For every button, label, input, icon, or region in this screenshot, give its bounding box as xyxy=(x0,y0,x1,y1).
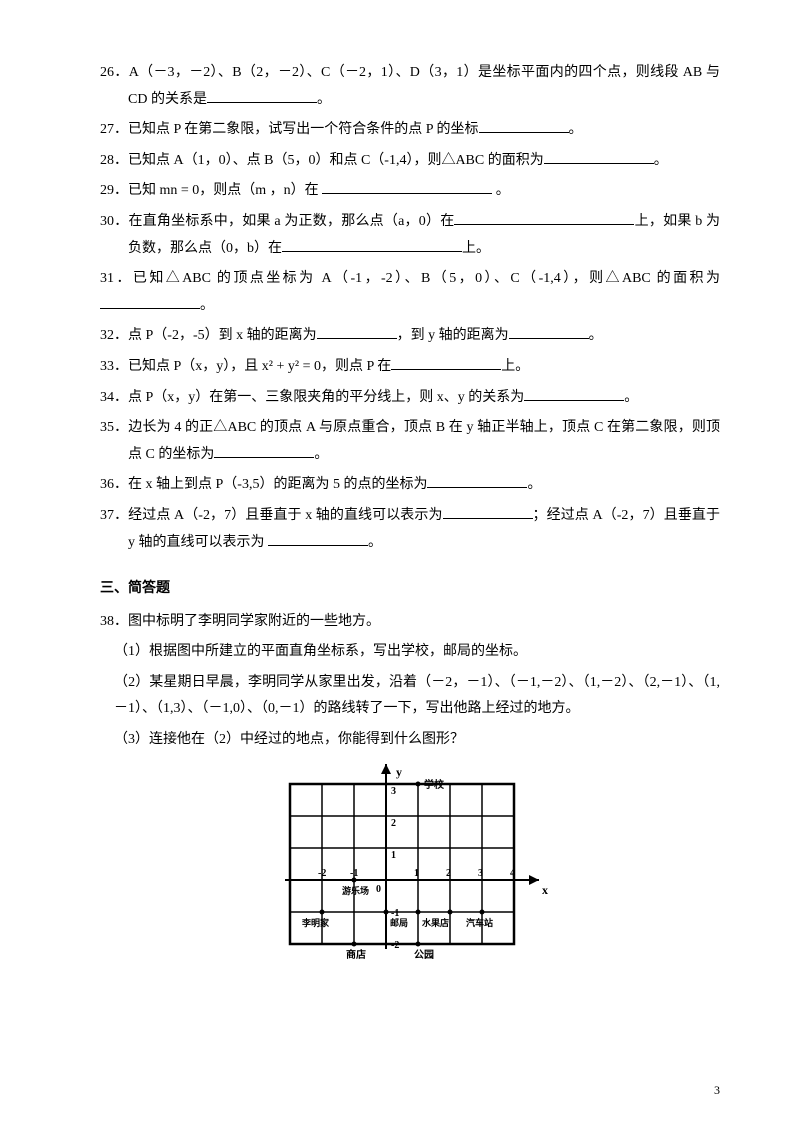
q38-3: （3）连接他在（2）中经过的地点，你能得到什么图形？ xyxy=(100,727,720,754)
svg-text:-2: -2 xyxy=(391,940,399,951)
section-title: 三、简答题 xyxy=(100,576,720,603)
q31: 31．已知△ABC 的顶点坐标为 A（-1，-2）、B（5，0）、C（-1,4）… xyxy=(100,266,720,319)
q38-1: （1）根据图中所建立的平面直角坐标系，写出学校，邮局的坐标。 xyxy=(100,639,720,666)
q29-text: 29．已知 mn = 0，则点（m ，n）在 xyxy=(100,183,322,198)
q30: 30．在直角坐标系中，如果 a 为正数，那么点（a，0）在上，如果 b 为 负数… xyxy=(100,209,720,262)
q34: 34．点 P（x，y）在第一、三象限夹角的平分线上，则 x、y 的关系为。 xyxy=(100,385,720,412)
svg-text:x: x xyxy=(542,883,548,897)
q36-text: 36．在 x 轴上到点 P（-3,5）的距离为 5 的点的坐标为 xyxy=(100,477,427,492)
q32a-text: 32．点 P（-2，-5）到 x 轴的距离为 xyxy=(100,328,317,343)
q34-text: 34．点 P（x，y）在第一、三象限夹角的平分线上，则 x、y 的关系为 xyxy=(100,390,524,405)
q29: 29．已知 mn = 0，则点（m ，n）在 。 xyxy=(100,178,720,205)
svg-text:1: 1 xyxy=(414,868,419,879)
svg-text:1: 1 xyxy=(391,850,396,861)
coordinate-grid: yx-2-11234123-1-20学校游乐场李明家商店邮局水果店汽车站公园 xyxy=(100,764,720,1005)
q27-text: 27．已知点 P 在第二象限，试写出一个符合条件的点 P 的坐标 xyxy=(100,122,479,137)
svg-text:邮局: 邮局 xyxy=(390,917,408,928)
svg-text:0: 0 xyxy=(376,884,381,895)
q27: 27．已知点 P 在第二象限，试写出一个符合条件的点 P 的坐标。 xyxy=(100,117,720,144)
q26: 26．A（－3，－2）、B（2，－2）、C（－2，1）、D（3，1）是坐标平面内… xyxy=(100,60,720,113)
q28: 28．已知点 A（1，0）、点 B（5，0）和点 C（-1,4），则△ABC 的… xyxy=(100,148,720,175)
svg-text:商店: 商店 xyxy=(346,948,366,961)
svg-text:2: 2 xyxy=(446,868,451,879)
page-number: 3 xyxy=(714,1079,720,1102)
svg-text:-1: -1 xyxy=(350,868,358,879)
q35: 35．边长为 4 的正△ABC 的顶点 A 与原点重合，顶点 B 在 y 轴正半… xyxy=(100,415,720,468)
svg-text:李明家: 李明家 xyxy=(301,917,330,928)
q36: 36．在 x 轴上到点 P（-3,5）的距离为 5 的点的坐标为。 xyxy=(100,472,720,499)
svg-text:汽车站: 汽车站 xyxy=(466,917,493,928)
q37a-text: 37．经过点 A（-2，7）且垂直于 x 轴的直线可以表示为 xyxy=(100,508,443,523)
svg-text:y: y xyxy=(396,765,402,779)
svg-text:3: 3 xyxy=(391,786,396,797)
q26-text: 26．A（－3，－2）、B（2，－2）、C（－2，1）、D（3，1）是坐标平面内… xyxy=(100,65,720,107)
q37: 37．经过点 A（-2，7）且垂直于 x 轴的直线可以表示为；经过点 A（-2，… xyxy=(100,503,720,556)
svg-text:4: 4 xyxy=(510,868,515,879)
q33-text: 33．已知点 P（x，y），且 x² + y² = 0，则点 P 在 xyxy=(100,359,391,374)
svg-text:游乐场: 游乐场 xyxy=(342,885,369,896)
q31-text: 31．已知△ABC 的顶点坐标为 A（-1，-2）、B（5，0）、C（-1,4）… xyxy=(100,271,720,286)
q28-text: 28．已知点 A（1，0）、点 B（5，0）和点 C（-1,4），则△ABC 的… xyxy=(100,153,544,168)
q35-text: 35．边长为 4 的正△ABC 的顶点 A 与原点重合，顶点 B 在 y 轴正半… xyxy=(100,420,720,462)
svg-text:3: 3 xyxy=(478,868,483,879)
q32b-text: ，到 y 轴的距离为 xyxy=(397,328,509,343)
svg-text:公园: 公园 xyxy=(414,949,434,961)
q32: 32．点 P（-2，-5）到 x 轴的距离为，到 y 轴的距离为。 xyxy=(100,323,720,350)
q38: 38．图中标明了李明同学家附近的一些地方。 xyxy=(100,609,720,636)
svg-text:2: 2 xyxy=(391,818,396,829)
page: 26．A（－3，－2）、B（2，－2）、C（－2，1）、D（3，1）是坐标平面内… xyxy=(0,0,800,1132)
q30a-text: 30．在直角坐标系中，如果 a 为正数，那么点（a，0）在 xyxy=(100,214,454,229)
q38-2: （2）某星期日早晨，李明同学从家里出发，沿着（－2，－1）、（－1,－2）、（1… xyxy=(100,670,720,723)
svg-text:学校: 学校 xyxy=(424,778,445,791)
q30b-text: 负数，那么点（0，b）在 xyxy=(128,241,282,256)
q33: 33．已知点 P（x，y），且 x² + y² = 0，则点 P 在上。 xyxy=(100,354,720,381)
svg-text:水果店: 水果店 xyxy=(422,917,449,928)
svg-text:-2: -2 xyxy=(318,868,326,879)
